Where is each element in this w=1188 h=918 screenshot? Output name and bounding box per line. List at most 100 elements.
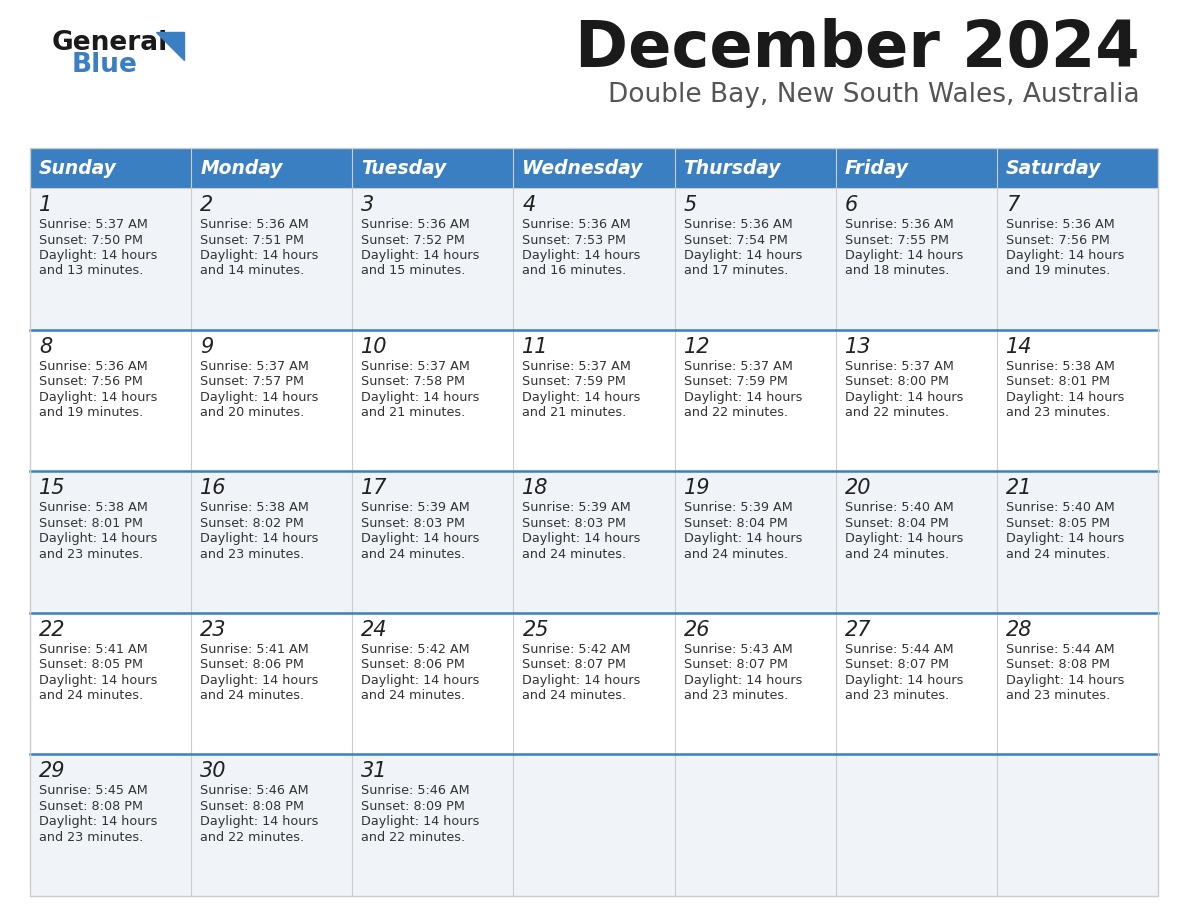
Text: and 15 minutes.: and 15 minutes. [361,264,466,277]
Text: Daylight: 14 hours: Daylight: 14 hours [523,674,640,687]
Text: 9: 9 [200,337,214,356]
Text: and 23 minutes.: and 23 minutes. [1006,689,1110,702]
Text: Sunset: 7:55 PM: Sunset: 7:55 PM [845,233,949,247]
Text: and 21 minutes.: and 21 minutes. [523,406,627,420]
Text: and 24 minutes.: and 24 minutes. [361,548,466,561]
Text: and 19 minutes.: and 19 minutes. [39,406,144,420]
Text: Sunset: 8:06 PM: Sunset: 8:06 PM [361,658,466,671]
Text: Sunset: 8:02 PM: Sunset: 8:02 PM [200,517,304,530]
Text: Sunrise: 5:37 AM: Sunrise: 5:37 AM [523,360,631,373]
Text: Sunset: 8:01 PM: Sunset: 8:01 PM [1006,375,1110,388]
Text: Daylight: 14 hours: Daylight: 14 hours [200,674,318,687]
Text: 24: 24 [361,620,387,640]
Bar [997,330,1158,471]
Text: 31: 31 [361,761,387,781]
Text: Sunset: 8:07 PM: Sunset: 8:07 PM [683,658,788,671]
Text: Sunset: 7:53 PM: Sunset: 7:53 PM [523,233,626,247]
Text: 13: 13 [845,337,871,356]
Text: Sunrise: 5:38 AM: Sunrise: 5:38 AM [1006,360,1114,373]
Text: Sunset: 8:08 PM: Sunset: 8:08 PM [1006,658,1110,671]
Text: 19: 19 [683,478,710,498]
Bar [675,330,835,471]
Bar [835,188,997,330]
Text: and 24 minutes.: and 24 minutes. [523,689,626,702]
Text: and 24 minutes.: and 24 minutes. [1006,548,1110,561]
Text: 14: 14 [1006,337,1032,356]
Text: Daylight: 14 hours: Daylight: 14 hours [683,390,802,404]
Bar [30,188,191,330]
Text: 3: 3 [361,195,374,215]
Text: and 22 minutes.: and 22 minutes. [361,831,466,844]
Text: and 23 minutes.: and 23 minutes. [200,548,304,561]
Bar [997,148,1158,188]
Text: Sunset: 8:04 PM: Sunset: 8:04 PM [683,517,788,530]
Text: Daylight: 14 hours: Daylight: 14 hours [523,249,640,262]
Text: Daylight: 14 hours: Daylight: 14 hours [39,390,157,404]
Text: Daylight: 14 hours: Daylight: 14 hours [361,390,480,404]
Text: Sunrise: 5:36 AM: Sunrise: 5:36 AM [1006,218,1114,231]
Text: 12: 12 [683,337,710,356]
Text: Sunrise: 5:38 AM: Sunrise: 5:38 AM [39,501,147,514]
Bar [513,188,675,330]
Text: Monday: Monday [200,159,283,177]
Text: Daylight: 14 hours: Daylight: 14 hours [683,674,802,687]
Text: Sunrise: 5:46 AM: Sunrise: 5:46 AM [200,784,309,798]
Text: Daylight: 14 hours: Daylight: 14 hours [361,815,480,828]
Text: Sunrise: 5:42 AM: Sunrise: 5:42 AM [523,643,631,655]
Bar [997,755,1158,896]
Bar [997,471,1158,613]
Text: Sunrise: 5:44 AM: Sunrise: 5:44 AM [845,643,953,655]
Bar [191,613,353,755]
Text: Daylight: 14 hours: Daylight: 14 hours [200,249,318,262]
Text: Daylight: 14 hours: Daylight: 14 hours [845,674,963,687]
Text: Sunrise: 5:37 AM: Sunrise: 5:37 AM [845,360,954,373]
Text: and 19 minutes.: and 19 minutes. [1006,264,1110,277]
Text: Sunrise: 5:38 AM: Sunrise: 5:38 AM [200,501,309,514]
Bar [513,148,675,188]
Text: Double Bay, New South Wales, Australia: Double Bay, New South Wales, Australia [608,82,1140,108]
Bar [997,188,1158,330]
Text: Daylight: 14 hours: Daylight: 14 hours [1006,249,1124,262]
Text: Daylight: 14 hours: Daylight: 14 hours [361,674,480,687]
Bar [353,471,513,613]
Text: and 24 minutes.: and 24 minutes. [39,689,143,702]
Text: Daylight: 14 hours: Daylight: 14 hours [523,532,640,545]
Text: Sunrise: 5:39 AM: Sunrise: 5:39 AM [683,501,792,514]
Text: and 23 minutes.: and 23 minutes. [845,689,949,702]
Text: and 23 minutes.: and 23 minutes. [1006,406,1110,420]
Text: Sunset: 7:54 PM: Sunset: 7:54 PM [683,233,788,247]
Text: and 24 minutes.: and 24 minutes. [523,548,626,561]
Text: Sunset: 7:51 PM: Sunset: 7:51 PM [200,233,304,247]
Bar [353,755,513,896]
Text: 10: 10 [361,337,387,356]
Text: Sunset: 7:56 PM: Sunset: 7:56 PM [1006,233,1110,247]
Text: and 16 minutes.: and 16 minutes. [523,264,627,277]
Text: 11: 11 [523,337,549,356]
Text: Sunset: 7:56 PM: Sunset: 7:56 PM [39,375,143,388]
Text: 22: 22 [39,620,65,640]
Text: Daylight: 14 hours: Daylight: 14 hours [200,390,318,404]
Text: Sunrise: 5:36 AM: Sunrise: 5:36 AM [683,218,792,231]
Bar [353,188,513,330]
Text: 20: 20 [845,478,871,498]
Text: Sunrise: 5:37 AM: Sunrise: 5:37 AM [361,360,470,373]
Bar [30,148,191,188]
Bar [835,471,997,613]
Bar [30,330,191,471]
Bar [30,613,191,755]
Text: Sunrise: 5:42 AM: Sunrise: 5:42 AM [361,643,470,655]
Text: Sunrise: 5:37 AM: Sunrise: 5:37 AM [200,360,309,373]
Text: Daylight: 14 hours: Daylight: 14 hours [845,532,963,545]
Text: 1: 1 [39,195,52,215]
Text: Daylight: 14 hours: Daylight: 14 hours [39,674,157,687]
Bar [675,613,835,755]
Text: and 24 minutes.: and 24 minutes. [361,689,466,702]
Text: 7: 7 [1006,195,1019,215]
Text: and 23 minutes.: and 23 minutes. [39,548,144,561]
Text: Daylight: 14 hours: Daylight: 14 hours [845,249,963,262]
Text: and 14 minutes.: and 14 minutes. [200,264,304,277]
Text: and 18 minutes.: and 18 minutes. [845,264,949,277]
Text: Sunrise: 5:45 AM: Sunrise: 5:45 AM [39,784,147,798]
Text: Sunset: 8:05 PM: Sunset: 8:05 PM [39,658,143,671]
Text: 21: 21 [1006,478,1032,498]
